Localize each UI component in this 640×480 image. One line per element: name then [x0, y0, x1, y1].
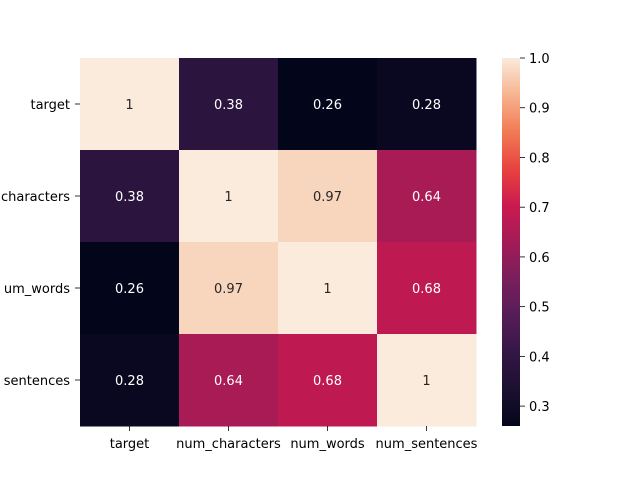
heatmap-cell-num-words-num-sentences — [377, 242, 477, 335]
y-tick-label-num-characters: characters — [1, 190, 70, 205]
heatmap-cells — [80, 58, 477, 427]
heatmap-cell-num-sentences-num-characters — [179, 334, 279, 427]
heatmap-cell-label-target-num-sentences: 0.28 — [412, 98, 441, 113]
heatmap-cell-label-num-characters-num-sentences: 0.64 — [412, 190, 441, 205]
heatmap-cell-label-num-characters-num-characters: 1 — [224, 190, 232, 205]
heatmap-cell-label-target-num-words: 0.26 — [313, 98, 342, 113]
x-tick-label-target: target — [110, 437, 150, 452]
colorbar: 0.3 0.4 0.5 0.6 0.7 0.8 0.9 1.0 — [502, 52, 550, 426]
x-tick-label-num-sentences: num_sentences — [376, 437, 478, 452]
heatmap-cell-label-num-words-num-characters: 0.97 — [214, 282, 243, 297]
colorbar-tick-label-7: 1.0 — [529, 52, 550, 67]
heatmap-cell-label-num-sentences-target: 0.28 — [115, 374, 144, 389]
heatmap-cell-label-num-characters-target: 0.38 — [115, 190, 144, 205]
y-axis-ticks: target characters um_words sentences — [1, 98, 80, 389]
heatmap-cell-num-words-target — [80, 242, 180, 335]
heatmap-cell-label-num-words-num-sentences: 0.68 — [412, 282, 441, 297]
heatmap-cell-label-num-words-target: 0.26 — [115, 282, 144, 297]
heatmap-cell-label-target-num-characters: 0.38 — [214, 98, 243, 113]
colorbar-tick-label-4: 0.7 — [529, 201, 550, 216]
heatmap-cell-num-sentences-num-words — [278, 334, 378, 427]
heatmap-cell-num-words-num-words — [278, 242, 378, 335]
heatmap-cell-target-num-characters — [179, 58, 279, 151]
heatmap-cell-label-target-target: 1 — [125, 98, 133, 113]
y-tick-label-target: target — [30, 98, 70, 113]
heatmap-cell-num-characters-num-characters — [179, 150, 279, 243]
colorbar-tick-label-2: 0.5 — [529, 301, 550, 316]
heatmap-cell-num-sentences-target — [80, 334, 180, 427]
heatmap-cell-num-words-num-characters — [179, 242, 279, 335]
heatmap-cell-label-num-words-num-words: 1 — [323, 282, 331, 297]
heatmap-cell-label-num-sentences-num-characters: 0.64 — [214, 374, 243, 389]
x-tick-label-num-words: num_words — [290, 437, 365, 452]
heatmap-cell-label-num-characters-num-words: 0.97 — [313, 190, 342, 205]
heatmap-cell-num-characters-num-sentences — [377, 150, 477, 243]
heatmap-cell-num-characters-target — [80, 150, 180, 243]
y-tick-label-num-sentences: sentences — [4, 374, 70, 389]
colorbar-tick-label-1: 0.4 — [529, 350, 550, 365]
y-tick-label-num-words: um_words — [4, 282, 70, 297]
heatmap-cell-label-num-sentences-num-words: 0.68 — [313, 374, 342, 389]
heatmap-cell-target-num-sentences — [377, 58, 477, 151]
colorbar-tick-label-6: 0.9 — [529, 102, 550, 117]
x-axis-ticks: target num_characters num_words num_sentenc… — [110, 426, 478, 452]
x-tick-label-num-characters: num_characters — [176, 437, 281, 452]
colorbar-tick-label-5: 0.8 — [529, 151, 550, 166]
heatmap-cell-target-target — [80, 58, 180, 151]
heatmap-cell-label-num-sentences-num-sentences: 1 — [422, 374, 430, 389]
heatmap-cell-num-characters-num-words — [278, 150, 378, 243]
heatmap-cell-labels: 1 0.38 0.26 0.28 0.38 1 0.97 0.64 0.26 0.97 1 0.68 0… — [115, 98, 441, 389]
heatmap-cell-target-num-words — [278, 58, 378, 151]
colorbar-gradient — [502, 58, 520, 426]
heatmap-cell-num-sentences-num-sentences — [377, 334, 477, 427]
colorbar-tick-label-3: 0.6 — [529, 251, 550, 266]
colorbar-tick-label-0: 0.3 — [529, 400, 550, 415]
